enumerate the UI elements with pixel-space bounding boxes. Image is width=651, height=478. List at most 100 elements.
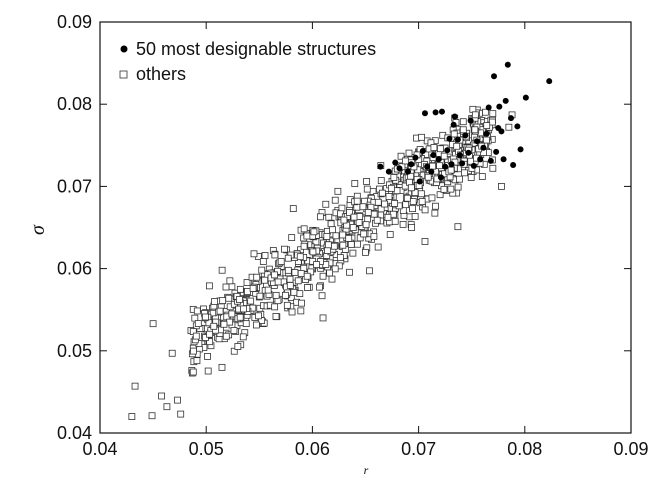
point-designable (446, 135, 453, 142)
point-others (252, 321, 260, 329)
x-tick-label: 0.08 (507, 439, 542, 459)
point-others (282, 291, 289, 299)
point-designable (424, 163, 431, 170)
point-others (424, 173, 432, 181)
point-designable (416, 178, 423, 185)
point-others (356, 213, 364, 220)
point-others (377, 177, 385, 184)
point-others (310, 228, 318, 236)
point-others (205, 319, 213, 327)
point-others (364, 215, 371, 223)
point-others (353, 197, 361, 205)
x-tick-label: 0.04 (82, 439, 117, 459)
point-designable (522, 94, 529, 101)
point-others (409, 205, 416, 213)
point-others (505, 123, 513, 131)
point-others (258, 266, 266, 274)
point-others (218, 363, 226, 371)
point-others (340, 216, 348, 224)
x-tick-label: 0.09 (613, 439, 648, 459)
point-others (436, 191, 444, 199)
point-designable (510, 162, 517, 169)
y-tick-label: 0.09 (57, 12, 92, 32)
point-others (190, 347, 197, 355)
point-others (350, 213, 358, 221)
point-others (225, 294, 233, 302)
point-others (219, 297, 227, 304)
point-others (316, 213, 324, 221)
point-others (430, 144, 438, 151)
point-others (283, 301, 291, 309)
point-others (228, 310, 236, 318)
point-others (432, 202, 439, 210)
point-others (228, 283, 236, 291)
point-others (324, 241, 332, 249)
point-designable (491, 73, 498, 80)
y-axis-label: σ (27, 224, 49, 235)
point-designable (504, 61, 511, 68)
point-others (261, 252, 269, 259)
point-others (453, 142, 461, 150)
point-designable (487, 157, 494, 164)
point-others (226, 318, 234, 326)
point-others (204, 353, 211, 360)
point-others (364, 209, 372, 216)
point-designable (507, 115, 514, 122)
point-others (325, 213, 333, 221)
point-designable (462, 132, 469, 139)
point-others (450, 130, 458, 138)
points-layer (128, 61, 553, 420)
point-others (192, 332, 200, 340)
point-others (440, 152, 448, 160)
point-others (332, 232, 340, 240)
point-others (236, 285, 244, 293)
point-others (363, 178, 370, 185)
point-designable (502, 97, 509, 104)
point-others (418, 198, 426, 205)
point-designable (480, 144, 487, 151)
point-others (277, 258, 285, 265)
point-others (407, 184, 415, 192)
legend: 50 most designable structures others (119, 39, 376, 84)
point-others (362, 221, 370, 229)
x-tick-label: 0.07 (401, 439, 436, 459)
point-others (363, 185, 371, 193)
point-others (447, 185, 455, 193)
point-others (478, 173, 486, 180)
point-others (374, 198, 382, 206)
point-others (391, 200, 399, 207)
point-others (482, 136, 490, 144)
x-tick-label: 0.05 (189, 439, 224, 459)
point-others (381, 200, 389, 208)
point-designable (438, 108, 445, 115)
point-others (403, 194, 411, 202)
point-others (402, 157, 409, 165)
point-designable (444, 147, 451, 154)
point-others (411, 213, 419, 220)
point-designable (483, 130, 490, 137)
point-others (362, 248, 369, 256)
point-others (387, 184, 395, 192)
point-others (226, 277, 234, 285)
point-designable (412, 154, 419, 161)
point-others (286, 282, 294, 289)
point-others (239, 333, 247, 341)
point-others (316, 283, 323, 291)
point-designable (450, 121, 457, 128)
point-others (294, 277, 302, 285)
point-designable (517, 146, 524, 153)
point-others (324, 247, 331, 254)
point-designable (470, 162, 477, 169)
point-others (163, 403, 171, 411)
point-designable (392, 159, 399, 166)
point-others (309, 248, 317, 256)
point-others (421, 206, 429, 214)
point-others (271, 251, 279, 259)
point-others (322, 200, 330, 208)
point-others (351, 180, 359, 187)
point-others (206, 338, 214, 346)
point-others (471, 126, 479, 134)
point-others (210, 322, 218, 330)
y-tick-label: 0.05 (57, 341, 92, 361)
point-others (488, 118, 496, 126)
